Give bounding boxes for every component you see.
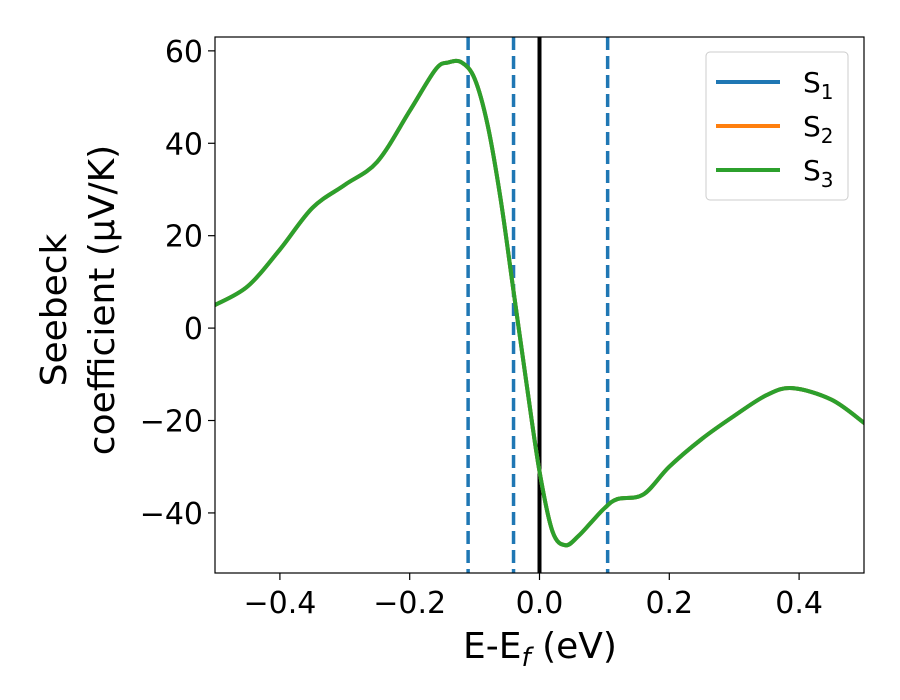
y-tick-label: −20 <box>140 405 203 440</box>
legend-label-S2: S2 <box>803 110 834 148</box>
x-tick-label: −0.2 <box>373 586 446 621</box>
y-axis-label-line1: Seebeck <box>34 233 75 386</box>
series-line-S3 <box>215 58 864 548</box>
x-tick-label: 0.0 <box>516 586 564 621</box>
y-tick-label: 0 <box>184 312 203 347</box>
x-tick-label: 0.2 <box>645 586 693 621</box>
y-tick-label: 40 <box>165 127 203 162</box>
x-axis-label: E-Ef (eV) <box>463 626 617 673</box>
y-tick-label: −40 <box>140 497 203 532</box>
x-tick-label: 0.4 <box>775 586 823 621</box>
legend: S1 S2 S3 <box>705 51 849 201</box>
axis-ticks: −0.4 −0.2 0.0 0.2 0.4 −40 −20 0 20 40 60 <box>140 35 823 621</box>
x-tick-label: −0.4 <box>243 586 316 621</box>
y-tick-label: 60 <box>165 35 203 70</box>
x-axis-label-main: E-E <box>463 626 521 667</box>
x-axis-label-unit: (eV) <box>531 626 617 667</box>
legend-label-S1: S1 <box>803 66 834 104</box>
y-tick-label: 20 <box>165 220 203 255</box>
plot-area <box>215 37 864 573</box>
y-axis-label-line2: coefficient (μV/K) <box>82 145 123 455</box>
legend-label-S3: S3 <box>803 154 834 192</box>
